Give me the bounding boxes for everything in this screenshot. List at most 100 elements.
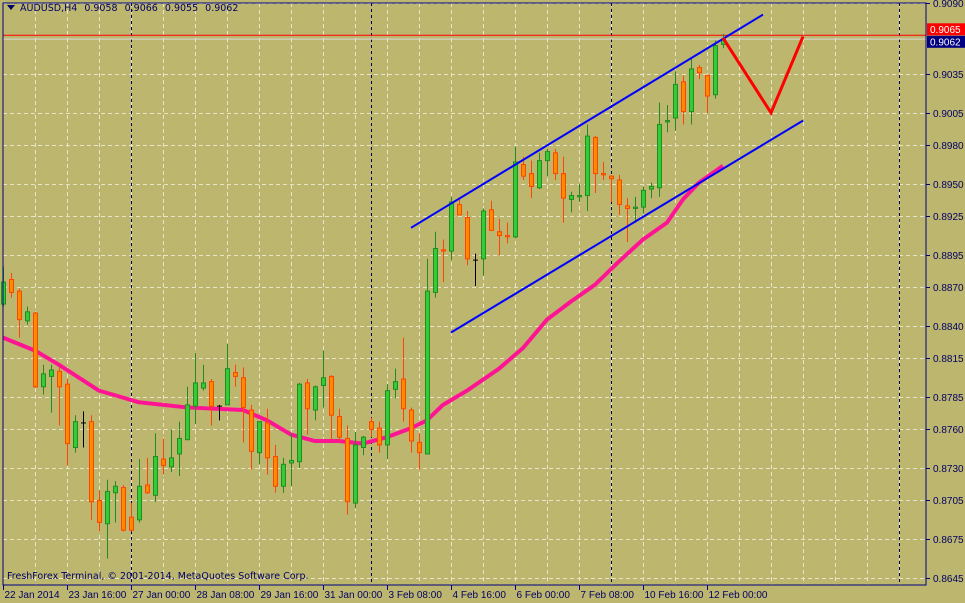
candle-body — [489, 209, 494, 231]
price-tick-label: 0.8925 — [933, 212, 964, 223]
candle — [17, 288, 22, 338]
candle — [609, 174, 614, 202]
candle-body — [697, 67, 702, 74]
price-tick-label: 0.8870 — [933, 283, 964, 294]
candle-body — [353, 444, 358, 504]
candle-body — [169, 457, 174, 468]
candle — [161, 438, 166, 475]
candle-body — [609, 175, 614, 180]
candle — [577, 183, 582, 202]
candle — [345, 425, 350, 515]
candle — [73, 415, 78, 453]
candle-body — [297, 383, 302, 463]
price-tick-label: 0.9035 — [933, 70, 964, 81]
candle — [513, 146, 518, 239]
candle-body — [393, 381, 398, 390]
candle-body — [89, 421, 94, 503]
candle-body — [185, 404, 190, 441]
candle — [697, 65, 702, 80]
candle — [81, 411, 86, 448]
price-axis[interactable]: 0.9090 0.9035 0.9005 0.8980 0.8950 0.8925 0.88… — [926, 0, 965, 585]
candle — [641, 186, 646, 214]
candle — [57, 367, 62, 426]
candle — [185, 386, 190, 441]
candle-body — [41, 373, 46, 388]
copyright-text: FreshForex Terminal, © 2001-2014, MetaQu… — [7, 571, 309, 582]
candle-body — [521, 164, 526, 177]
candle-body — [585, 135, 590, 197]
price-tick-label: 0.8895 — [933, 251, 964, 262]
candle — [417, 433, 422, 470]
candle — [217, 404, 222, 421]
horizontal-line-price-label: 0.9065 — [930, 25, 961, 36]
time-tick-label: 29 Jan 16:00 — [261, 590, 319, 601]
candle — [713, 40, 718, 99]
candle-body — [705, 74, 710, 97]
candle-body — [713, 45, 718, 96]
candle-body — [369, 421, 374, 430]
price-tick-label: 0.8705 — [933, 496, 964, 507]
price-tick-label: 0.8815 — [933, 354, 964, 365]
drawn-objects[interactable] — [410, 13, 805, 334]
candle-body — [289, 459, 294, 464]
candle-body — [457, 204, 462, 216]
price-tick-label: 0.9090 — [933, 0, 964, 10]
candle — [233, 364, 238, 387]
candle — [441, 239, 446, 283]
candle — [273, 444, 278, 493]
candle — [137, 459, 142, 523]
candle — [209, 379, 214, 426]
candle-body — [273, 456, 278, 487]
candle — [681, 75, 686, 125]
candle-body — [593, 136, 598, 175]
candle — [409, 407, 414, 453]
dropdown-triangle-icon[interactable] — [7, 5, 15, 10]
candle — [393, 368, 398, 399]
candle — [265, 408, 270, 475]
candle — [377, 421, 382, 453]
candle — [497, 218, 502, 255]
period-separators — [131, 3, 900, 585]
candle-body — [65, 383, 70, 445]
candle — [225, 344, 230, 406]
candle — [569, 191, 574, 213]
candle — [689, 57, 694, 125]
time-tick-label: 27 Jan 00:00 — [133, 590, 191, 601]
chart-title: AUDUSD,H4 0.9058 0.9066 0.9055 0.9062 — [7, 3, 242, 14]
candle — [473, 253, 478, 286]
candle-body — [97, 499, 102, 523]
candle-body — [9, 279, 14, 293]
channel-upper-trendline — [410, 13, 764, 229]
candle-body — [225, 368, 230, 406]
candle-body — [425, 290, 430, 455]
candle-body — [145, 484, 150, 494]
candle — [361, 435, 366, 456]
candle-body — [617, 179, 622, 206]
candle-body — [33, 312, 38, 388]
candle-body — [257, 421, 262, 454]
channel-lower-trendline — [450, 119, 804, 334]
candle-body — [641, 189, 646, 208]
time-axis[interactable]: 22 Jan 2014 23 Jan 16:00 27 Jan 00:00 28 Ja… — [3, 585, 768, 601]
candle — [329, 375, 334, 440]
candle — [169, 429, 174, 473]
candle — [89, 415, 94, 520]
candle — [545, 149, 550, 177]
candle — [153, 433, 158, 502]
moving-average — [2, 164, 725, 446]
candle — [529, 160, 534, 199]
open-price: 0.9058 — [84, 3, 118, 14]
time-tick-label: 10 Feb 16:00 — [645, 590, 704, 601]
candle-body — [281, 463, 286, 487]
candle-body — [417, 441, 422, 454]
candle-body — [305, 382, 310, 410]
price-tick-label: 0.8760 — [933, 425, 964, 436]
candle — [201, 364, 206, 391]
candle-body — [241, 377, 246, 408]
candle-body — [361, 436, 366, 448]
time-tick-label: 23 Jan 16:00 — [69, 590, 127, 601]
candle — [505, 222, 510, 244]
candle-body — [17, 290, 22, 321]
price-tick-label: 0.8645 — [933, 574, 964, 585]
